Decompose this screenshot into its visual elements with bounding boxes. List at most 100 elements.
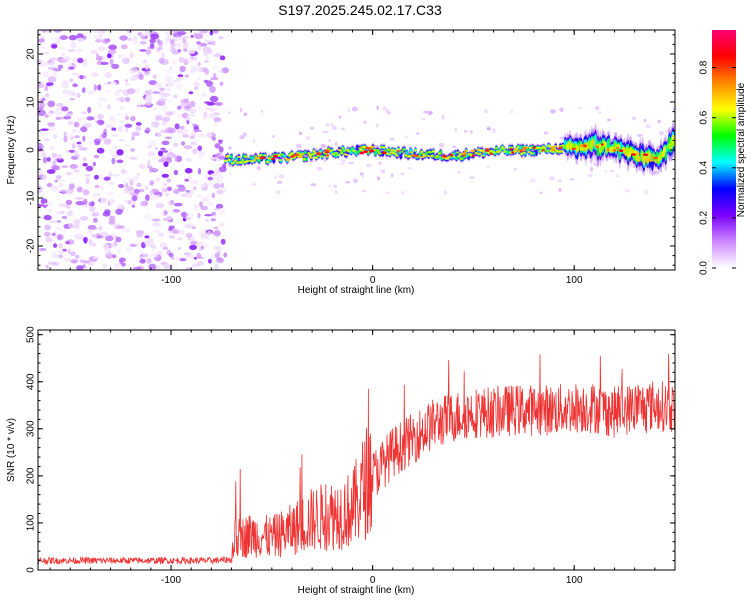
signal-blob xyxy=(405,151,409,155)
noise-blob xyxy=(108,191,114,196)
noise-blob xyxy=(173,189,180,194)
noise-blob xyxy=(87,262,95,266)
noise-blob xyxy=(144,100,153,106)
noise-blob xyxy=(177,74,184,78)
noise-blob xyxy=(320,143,327,148)
noise-blob xyxy=(170,199,175,205)
noise-blob xyxy=(209,215,218,219)
noise-blob xyxy=(144,90,150,97)
noise-blob xyxy=(119,120,125,124)
noise-blob xyxy=(216,163,223,166)
noise-blob xyxy=(179,258,187,262)
signal-blob xyxy=(340,151,344,155)
noise-blob xyxy=(66,171,72,176)
signal-blob xyxy=(244,155,248,158)
signal-blob xyxy=(475,152,479,155)
noise-blob xyxy=(324,157,326,163)
noise-blob xyxy=(578,106,581,109)
noise-blob xyxy=(114,113,124,116)
noise-blob xyxy=(137,31,143,37)
noise-blob xyxy=(38,32,42,36)
noise-blob xyxy=(521,156,525,160)
noise-blob xyxy=(131,204,136,208)
noise-blob xyxy=(328,139,332,142)
noise-blob xyxy=(114,90,120,96)
spectrogram-y-axis: -20 -10 0 10 20 xyxy=(26,34,675,266)
noise-blob xyxy=(169,235,175,239)
signal-peak xyxy=(595,145,600,149)
signal-blob xyxy=(413,149,417,152)
noise-blob xyxy=(335,190,338,194)
noise-blob xyxy=(172,79,182,83)
signal-blob xyxy=(427,154,431,158)
signal-blob xyxy=(336,153,340,157)
noise-blob xyxy=(180,99,189,104)
signal-blob xyxy=(379,146,384,149)
noise-blob xyxy=(160,187,166,193)
signal-blob xyxy=(354,151,358,156)
noise-blob xyxy=(51,44,58,49)
signal-blob xyxy=(503,150,507,153)
noise-blob xyxy=(158,150,163,157)
signal-peak xyxy=(450,154,454,157)
noise-blob xyxy=(214,207,218,211)
noise-blob xyxy=(298,131,303,136)
noise-blob xyxy=(163,182,167,186)
noise-blob xyxy=(348,161,354,165)
noise-blob xyxy=(328,184,331,188)
noise-blob xyxy=(322,130,329,133)
noise-blob xyxy=(180,193,187,198)
noise-blob xyxy=(184,217,191,220)
noise-blob xyxy=(139,201,147,207)
signal-peak xyxy=(485,149,490,152)
noise-blob xyxy=(123,179,127,187)
noise-blob xyxy=(416,132,420,135)
signal-blob xyxy=(629,146,633,156)
noise-blob xyxy=(46,157,51,162)
noise-blob xyxy=(108,117,117,123)
noise-blob xyxy=(38,185,44,192)
signal-blob xyxy=(399,153,403,160)
signal-blob xyxy=(396,148,400,151)
noise-blob xyxy=(105,235,114,242)
noise-blob xyxy=(145,65,149,70)
signal-blob xyxy=(252,159,257,162)
noise-blob xyxy=(91,30,101,34)
noise-blob xyxy=(203,51,208,57)
signal-blob xyxy=(438,152,442,155)
noise-blob xyxy=(199,43,208,47)
noise-blob xyxy=(220,182,225,189)
noise-blob xyxy=(129,199,136,206)
signal-blob xyxy=(436,155,440,159)
noise-blob xyxy=(47,76,57,83)
noise-blob xyxy=(62,215,68,220)
noise-blob xyxy=(118,139,125,142)
noise-blob xyxy=(120,44,128,50)
noise-blob xyxy=(162,105,167,112)
noise-blob xyxy=(75,254,80,259)
signal-blob xyxy=(359,148,363,152)
signal-blob xyxy=(242,154,246,158)
noise-blob xyxy=(131,67,138,72)
signal-peak xyxy=(273,154,278,158)
noise-blob xyxy=(75,153,80,159)
signal-peak xyxy=(511,151,514,154)
noise-blob xyxy=(184,74,189,78)
noise-blob xyxy=(200,205,208,211)
noise-blob xyxy=(74,135,80,139)
noise-blob xyxy=(632,116,636,121)
noise-blob xyxy=(211,136,217,141)
noise-blob xyxy=(180,102,189,109)
noise-blob xyxy=(57,116,67,120)
noise-blob xyxy=(126,30,132,34)
signal-peak xyxy=(642,153,649,156)
noise-blob xyxy=(115,225,125,229)
signal-peak xyxy=(489,152,493,156)
noise-blob xyxy=(198,246,204,252)
noise-blob xyxy=(168,66,173,70)
noise-blob xyxy=(316,166,323,171)
noise-blob xyxy=(167,81,175,87)
noise-blob xyxy=(100,61,109,65)
noise-blob xyxy=(213,53,222,58)
noise-blob xyxy=(57,250,65,255)
